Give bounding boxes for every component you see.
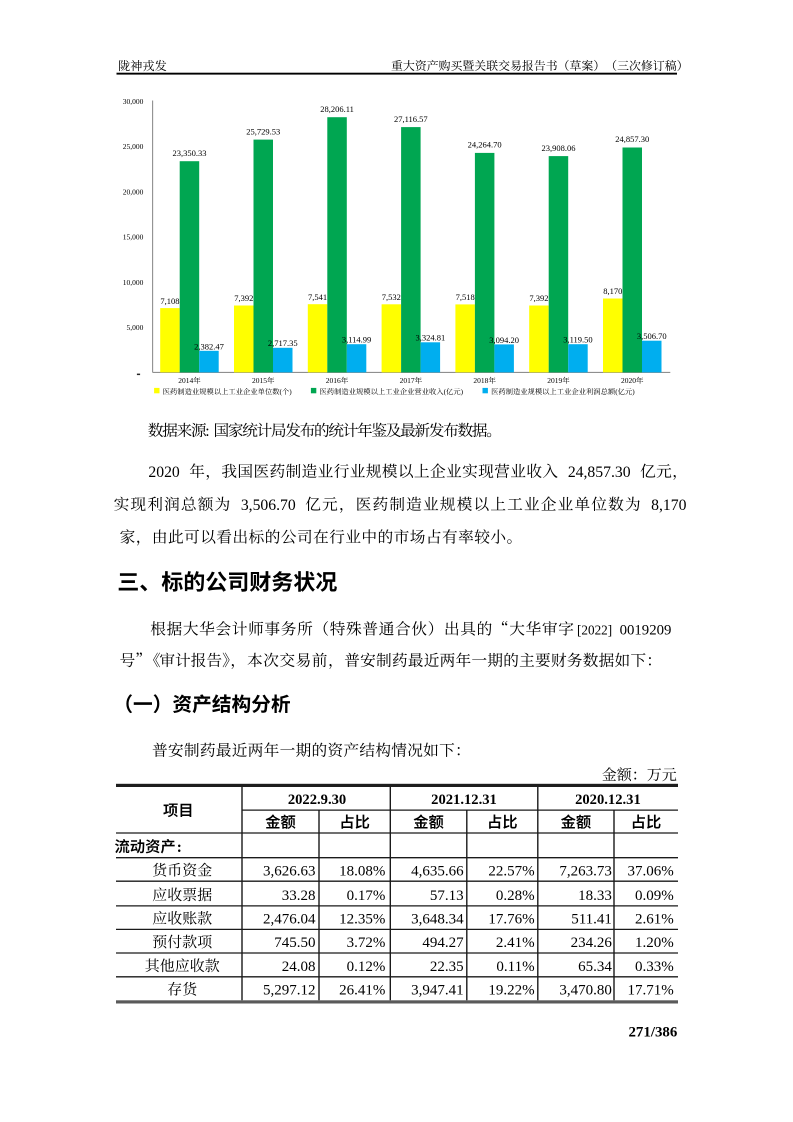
svg-text:8,170: 8,170 xyxy=(651,497,686,514)
svg-text:8,170: 8,170 xyxy=(603,286,622,296)
svg-text:25,000: 25,000 xyxy=(123,142,144,151)
svg-text:28,206.11: 28,206.11 xyxy=(320,104,354,114)
svg-text:33.28: 33.28 xyxy=(282,888,316,904)
svg-text:3.72%: 3.72% xyxy=(347,935,386,951)
svg-text:7,108: 7,108 xyxy=(160,296,179,306)
svg-text:2016: 2016 xyxy=(326,376,341,385)
svg-text:24.08: 24.08 xyxy=(282,959,316,975)
svg-text:25,729.53: 25,729.53 xyxy=(246,126,280,136)
svg-text:3,626.63: 3,626.63 xyxy=(263,863,316,879)
svg-text:5,000: 5,000 xyxy=(127,323,144,332)
svg-text::: : xyxy=(177,839,182,856)
svg-text:18.08%: 18.08% xyxy=(339,863,385,879)
svg-text:0.11%: 0.11% xyxy=(496,959,534,975)
svg-text:2020.12.31: 2020.12.31 xyxy=(575,792,641,808)
svg-text:1.20%: 1.20% xyxy=(635,935,674,951)
svg-text:(: ( xyxy=(280,387,283,396)
svg-text:2,476.04: 2,476.04 xyxy=(263,912,316,928)
svg-text:7,263.73: 7,263.73 xyxy=(559,863,612,879)
svg-text:0.09%: 0.09% xyxy=(635,888,674,904)
svg-text:494.27: 494.27 xyxy=(422,935,464,951)
svg-text:7,541: 7,541 xyxy=(308,292,327,302)
svg-text:18.33: 18.33 xyxy=(578,888,612,904)
svg-text:2,382.47: 2,382.47 xyxy=(194,341,224,351)
svg-text:): ) xyxy=(461,387,464,396)
svg-text:20,000: 20,000 xyxy=(123,187,144,196)
svg-text:745.50: 745.50 xyxy=(274,935,315,951)
svg-text:65.34: 65.34 xyxy=(578,959,612,975)
svg-text:7,392: 7,392 xyxy=(529,293,548,303)
svg-text::: : xyxy=(205,423,209,440)
svg-text:2018: 2018 xyxy=(473,376,488,385)
svg-text:2019: 2019 xyxy=(547,376,562,385)
svg-text:23,908.06: 23,908.06 xyxy=(541,143,575,153)
svg-text:2.41%: 2.41% xyxy=(496,935,535,951)
svg-text:0.12%: 0.12% xyxy=(347,959,386,975)
svg-text:22.35: 22.35 xyxy=(430,959,464,975)
svg-text:3,114.99: 3,114.99 xyxy=(342,335,371,345)
svg-text:3,324.81: 3,324.81 xyxy=(415,333,445,343)
svg-text:22.57%: 22.57% xyxy=(488,863,534,879)
svg-text:7,518: 7,518 xyxy=(456,292,475,302)
svg-text:234.26: 234.26 xyxy=(571,935,613,951)
svg-text:2020: 2020 xyxy=(148,464,180,481)
svg-text:2015: 2015 xyxy=(252,376,267,385)
svg-text:12.35%: 12.35% xyxy=(339,912,385,928)
svg-text:0.28%: 0.28% xyxy=(496,888,535,904)
svg-text:3,947.41: 3,947.41 xyxy=(411,983,464,999)
svg-text:3,119.50: 3,119.50 xyxy=(563,335,592,345)
svg-text:27,116.57: 27,116.57 xyxy=(394,114,428,124)
svg-text:[2022]: [2022] xyxy=(577,622,612,637)
svg-text:57.13: 57.13 xyxy=(430,888,464,904)
svg-text:26.41%: 26.41% xyxy=(339,983,385,999)
svg-text:2021.12.31: 2021.12.31 xyxy=(431,792,497,808)
svg-text:37.06%: 37.06% xyxy=(628,863,674,879)
svg-text:0.17%: 0.17% xyxy=(347,888,386,904)
svg-text:23,350.33: 23,350.33 xyxy=(172,148,206,158)
svg-text:3,506.70: 3,506.70 xyxy=(241,497,296,514)
svg-text:7,532: 7,532 xyxy=(382,292,401,302)
svg-text:2.61%: 2.61% xyxy=(635,912,674,928)
svg-text:(: ( xyxy=(444,387,447,396)
svg-text:0.33%: 0.33% xyxy=(635,959,674,975)
svg-text:24,857.30: 24,857.30 xyxy=(615,134,649,144)
svg-text:10,000: 10,000 xyxy=(123,278,144,287)
svg-text:24,264.70: 24,264.70 xyxy=(468,140,502,150)
svg-text:0019209: 0019209 xyxy=(620,622,672,638)
svg-text:2014: 2014 xyxy=(178,376,193,385)
svg-text:3,648.34: 3,648.34 xyxy=(411,912,464,928)
svg-text:19.22%: 19.22% xyxy=(488,983,534,999)
svg-text:271/386: 271/386 xyxy=(628,1025,677,1041)
svg-text:511.41: 511.41 xyxy=(571,912,612,928)
svg-text:15,000: 15,000 xyxy=(123,233,144,242)
svg-text:30,000: 30,000 xyxy=(123,97,144,106)
svg-text:2017: 2017 xyxy=(400,376,415,385)
svg-text:7,392: 7,392 xyxy=(234,293,253,303)
svg-text:17.76%: 17.76% xyxy=(488,912,534,928)
svg-text:2020: 2020 xyxy=(621,376,636,385)
svg-text:): ) xyxy=(289,387,292,396)
svg-text:): ) xyxy=(632,387,635,396)
svg-text:24,857.30: 24,857.30 xyxy=(568,464,631,481)
svg-text:3,470.80: 3,470.80 xyxy=(559,983,612,999)
svg-text:4,635.66: 4,635.66 xyxy=(411,863,464,879)
svg-text:2,717.35: 2,717.35 xyxy=(268,338,298,348)
svg-text:5,297.12: 5,297.12 xyxy=(263,983,316,999)
svg-text:(: ( xyxy=(615,387,618,396)
svg-text:17.71%: 17.71% xyxy=(628,983,674,999)
svg-text:3,506.70: 3,506.70 xyxy=(637,331,667,341)
svg-text:2022.9.30: 2022.9.30 xyxy=(288,792,346,808)
svg-text:3,094.20: 3,094.20 xyxy=(489,335,519,345)
